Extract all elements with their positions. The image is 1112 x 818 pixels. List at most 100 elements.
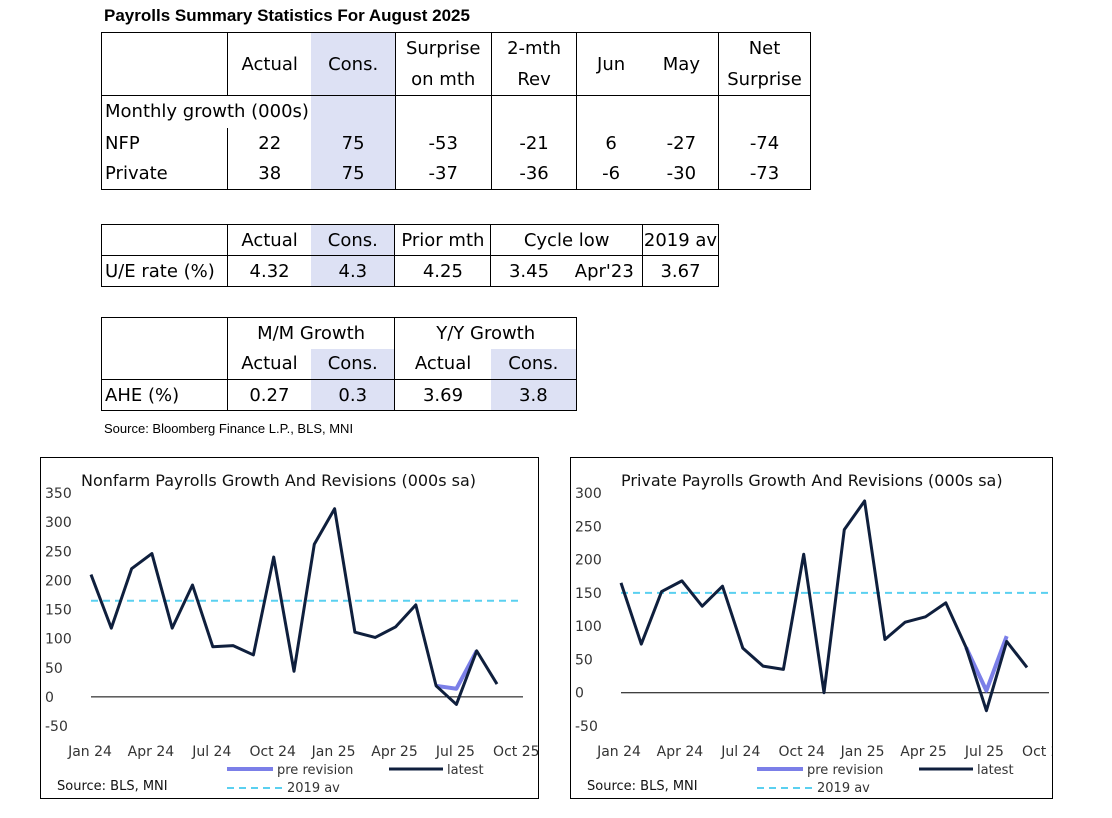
cell-surprise: -53	[394, 127, 492, 159]
cell-yy-actual: 3.69	[394, 379, 491, 411]
group-header-yy: Y/Y Growth	[394, 317, 577, 349]
series-line-latest	[89, 507, 499, 706]
row-label: NFP	[101, 127, 228, 159]
cell-rev: -36	[490, 158, 577, 190]
group-header-mm: M/M Growth	[226, 317, 395, 349]
x-tick-label: Jan 25	[840, 744, 885, 760]
y-tick-label: 350	[45, 486, 72, 502]
cell-actual: 38	[226, 158, 312, 190]
legend-label-pre-revision: pre revision	[277, 763, 353, 778]
series-line-pre-revision	[964, 635, 1009, 693]
y-tick-label: 0	[575, 686, 584, 702]
chart-title: Nonfarm Payrolls Growth And Revisions (0…	[81, 471, 476, 490]
cell-yy-cons: 3.8	[490, 379, 577, 411]
cell-cons: 75	[311, 158, 396, 190]
chart-source: Source: BLS, MNI	[57, 779, 168, 794]
col-header-cons: Cons.	[311, 224, 395, 256]
y-tick-label: 250	[575, 519, 602, 535]
x-tick-label: Jul 24	[720, 744, 760, 760]
col-header-mm-cons: Cons.	[311, 348, 395, 380]
col-header-yy-cons: Cons.	[490, 348, 577, 380]
x-tick-label: Jan 25	[311, 744, 356, 760]
cell-cycle-low-value: 3.45	[490, 255, 567, 287]
cell-jun: -6	[576, 158, 645, 190]
cell-cons: 4.3	[311, 255, 395, 287]
nonfarm-payrolls-chart: Nonfarm Payrolls Growth And Revisions (0…	[40, 457, 540, 799]
unemployment-table: Actual Cons. Prior mth Cycle low 2019 av…	[101, 224, 720, 287]
col-header-cycle-low: Cycle low	[490, 224, 643, 256]
cell-mm-cons: 0.3	[311, 379, 395, 411]
row-label: AHE (%)	[101, 379, 228, 411]
y-tick-label: 100	[45, 632, 72, 648]
y-tick-label: 300	[45, 515, 72, 531]
col-header-net: Net Surprise	[718, 32, 811, 96]
private-chart-svg: Private Payrolls Growth And Revisions (0…	[575, 471, 1069, 796]
page-title: Payrolls Summary Statistics For August 2…	[104, 6, 470, 25]
col-header-2019-av: 2019 av	[641, 224, 720, 256]
cell-may: -30	[644, 158, 719, 190]
row-label: U/E rate (%)	[101, 255, 228, 287]
table-row: NFP 22 75 -53 -21 6 -27 -74	[101, 127, 811, 159]
col-header-jun: Jun	[576, 32, 645, 96]
x-tick-label: Oct 24	[249, 744, 296, 760]
table-row: AHE (%) 0.27 0.3 3.69 3.8	[101, 379, 577, 411]
x-tick-label: Jul 25	[435, 744, 475, 760]
table-row: U/E rate (%) 4.32 4.3 4.25 3.45 Apr'23 3…	[101, 255, 720, 287]
y-tick-label: 50	[575, 652, 593, 668]
y-tick-label: 0	[45, 690, 54, 706]
legend-label-latest: latest	[977, 763, 1014, 778]
cell-rev: -21	[490, 127, 577, 159]
y-tick-label: -50	[575, 719, 598, 735]
cell-actual: 22	[226, 127, 312, 159]
col-header-rev: 2-mth Rev	[490, 32, 577, 96]
x-tick-label: Jan 24	[67, 744, 112, 760]
cell-cycle-low-date: Apr'23	[566, 255, 643, 287]
x-tick-label: Apr 24	[128, 744, 175, 760]
x-tick-label: Jul 25	[964, 744, 1004, 760]
x-tick-label: Oct 25	[1022, 744, 1052, 760]
legend-label-latest: latest	[447, 763, 484, 778]
x-tick-label: Apr 24	[657, 744, 704, 760]
legend-label-pre-revision: pre revision	[807, 763, 883, 778]
cell-2019-av: 3.67	[641, 255, 720, 287]
x-tick-label: Oct 25	[493, 744, 538, 760]
y-tick-label: 300	[575, 486, 602, 502]
cell-net: -73	[718, 158, 811, 190]
cell-may: -27	[666, 132, 697, 154]
cell-actual: 4.32	[226, 255, 312, 287]
col-header-yy-actual: Actual	[394, 348, 491, 380]
legend-label-2019-av: 2019 av	[287, 781, 340, 796]
col-header-cons: Cons.	[311, 32, 396, 96]
cell-mm-actual: 0.27	[226, 379, 312, 411]
private-payrolls-chart: Private Payrolls Growth And Revisions (0…	[570, 457, 1069, 799]
x-tick-label: Jan 24	[596, 744, 641, 760]
chart-source: Source: BLS, MNI	[587, 779, 698, 794]
section-label: Monthly growth (000s)	[101, 95, 312, 128]
x-tick-label: Apr 25	[900, 744, 946, 760]
cell-surprise: -37	[394, 158, 492, 190]
y-tick-label: 100	[575, 619, 602, 635]
y-tick-label: 150	[575, 586, 602, 602]
payrolls-summary-table: Actual Cons. Surprise on mth 2-mth Rev Jun…	[101, 32, 811, 190]
col-header-mm-actual: Actual	[226, 348, 312, 380]
cell-net: -74	[718, 127, 811, 159]
cell-cons: 75	[311, 127, 396, 159]
y-tick-label: 50	[45, 661, 63, 677]
cell-jun: 6	[576, 127, 645, 159]
cell-prior: 4.25	[394, 255, 492, 287]
series-line-latest	[619, 499, 1029, 713]
x-tick-label: Apr 25	[371, 744, 417, 760]
y-tick-label: 200	[575, 553, 602, 569]
source-note: Source: Bloomberg Finance L.P., BLS, MNI	[104, 421, 354, 436]
x-tick-label: Oct 24	[778, 744, 825, 760]
ahe-table: M/M Growth Y/Y Growth Actual Cons. Actua…	[101, 317, 577, 411]
legend-label-2019-av: 2019 av	[817, 781, 870, 796]
col-header-actual: Actual	[226, 224, 312, 256]
col-header-actual: Actual	[226, 32, 312, 96]
y-tick-label: 250	[45, 544, 72, 560]
table-row: Private 38 75 -37 -36 -6 -30 -73	[101, 158, 811, 190]
col-header-surprise: Surprise on mth	[394, 32, 492, 96]
nonfarm-chart-svg: Nonfarm Payrolls Growth And Revisions (0…	[45, 471, 540, 796]
col-header-may: May	[644, 32, 719, 96]
col-header-prior: Prior mth	[394, 224, 492, 256]
